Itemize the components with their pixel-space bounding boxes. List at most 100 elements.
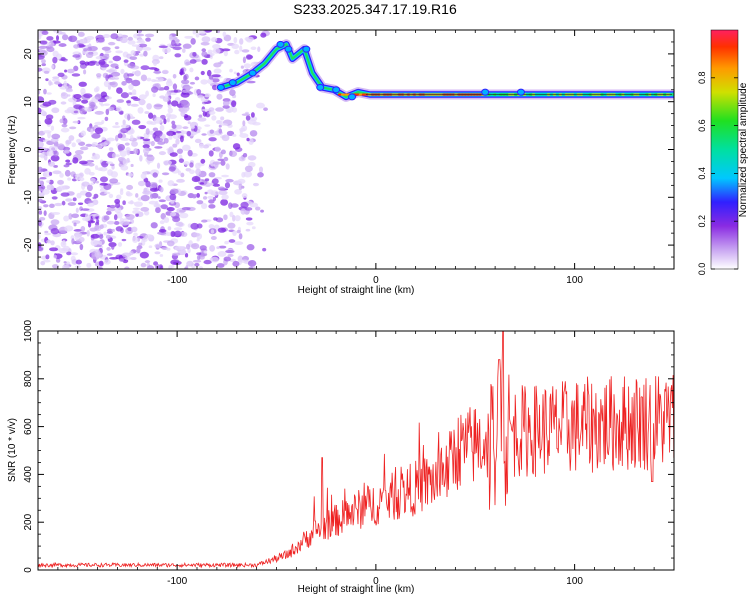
noise-blob <box>241 113 251 116</box>
noise-blob <box>209 53 214 60</box>
noise-blob <box>241 49 250 53</box>
noise-blob <box>210 256 219 263</box>
noise-blob <box>43 204 49 208</box>
noise-blob <box>85 143 93 147</box>
noise-blob <box>111 152 116 159</box>
noise-blob <box>135 213 139 217</box>
noise-blob <box>230 203 239 208</box>
noise-blob <box>119 220 130 226</box>
noise-blob <box>180 107 188 114</box>
noise-blob <box>96 73 102 78</box>
noise-blob <box>117 144 126 151</box>
noise-blob <box>162 47 171 54</box>
noise-blob <box>232 143 241 150</box>
noise-blob <box>87 221 92 228</box>
noise-blob <box>111 244 115 250</box>
snr-y-tick-label: 200 <box>23 513 34 530</box>
noise-blob <box>169 92 177 96</box>
noise-blob <box>182 43 192 49</box>
noise-blob <box>198 266 203 269</box>
noise-blob <box>45 114 54 120</box>
noise-blob <box>201 48 207 53</box>
noise-blob <box>244 207 253 211</box>
colorbar: 0.0 0.2 0.4 0.6 0.8 Normalized spectral ampl… <box>697 29 749 275</box>
spectrogram-x-tick-label: 100 <box>566 275 583 286</box>
noise-blob <box>142 237 148 242</box>
spectrogram-tone-track <box>215 39 674 102</box>
noise-blob <box>94 110 104 115</box>
noise-blob <box>208 75 214 80</box>
noise-blob <box>87 220 96 224</box>
noise-blob <box>241 125 248 132</box>
colorbar-label: Normalized spectral amplitude <box>738 82 749 217</box>
noise-blob <box>148 67 158 70</box>
noise-blob <box>194 262 200 267</box>
noise-blob <box>240 65 244 69</box>
noise-blob <box>194 138 202 144</box>
noise-blob <box>73 229 83 232</box>
noise-blob <box>105 74 109 82</box>
noise-blob <box>174 245 184 251</box>
noise-blob <box>103 215 110 221</box>
noise-blob <box>231 43 240 49</box>
noise-blob <box>83 69 87 75</box>
noise-blob <box>176 148 184 154</box>
noise-blob <box>225 249 235 254</box>
noise-blob <box>42 130 52 134</box>
noise-blob <box>131 79 141 87</box>
noise-blob <box>70 171 76 177</box>
noise-blob <box>88 171 95 176</box>
spectrogram-y-tick-label: 10 <box>23 96 34 108</box>
noise-blob <box>106 246 111 251</box>
noise-blob <box>211 115 217 121</box>
noise-blob <box>244 36 254 42</box>
noise-blob <box>216 246 220 250</box>
noise-blob <box>236 72 240 77</box>
noise-blob <box>117 242 123 247</box>
noise-blob <box>166 232 171 236</box>
noise-blob <box>170 100 179 107</box>
noise-blob <box>242 152 248 158</box>
noise-blob <box>159 220 165 225</box>
noise-blob <box>62 146 71 151</box>
noise-blob <box>117 33 123 38</box>
noise-blob <box>234 189 242 195</box>
noise-blob <box>120 137 130 141</box>
noise-blob <box>173 227 183 231</box>
noise-blob <box>101 46 111 51</box>
noise-blob <box>142 147 150 155</box>
noise-blob <box>74 234 79 241</box>
noise-blob <box>190 38 196 45</box>
noise-blob <box>108 193 114 199</box>
noise-blob <box>106 231 113 234</box>
noise-blob <box>138 43 148 48</box>
noise-blob <box>248 138 254 145</box>
noise-blob <box>234 215 241 222</box>
noise-blob <box>132 207 141 211</box>
noise-blob <box>68 213 73 220</box>
noise-blob <box>152 93 156 98</box>
noise-blob <box>85 200 94 204</box>
noise-blob <box>53 150 59 157</box>
noise-blob <box>233 36 238 44</box>
noise-blob <box>112 125 121 129</box>
noise-blob <box>145 180 151 188</box>
noise-blob <box>158 179 163 183</box>
noise-blob <box>60 56 66 62</box>
noise-blob <box>168 114 177 120</box>
noise-blob <box>158 45 168 49</box>
noise-blob <box>99 63 110 68</box>
noise-blob <box>64 149 70 154</box>
noise-blob <box>102 33 111 39</box>
noise-blob <box>112 55 122 62</box>
noise-blob <box>246 137 250 142</box>
spectrogram-x-label: Height of straight line (km) <box>298 285 415 296</box>
noise-blob <box>208 172 216 178</box>
colorbar-tick-label: 0.4 <box>697 167 707 180</box>
noise-blob <box>183 74 187 81</box>
noise-blob <box>73 110 79 114</box>
noise-blob <box>106 161 113 164</box>
noise-blob <box>103 80 110 88</box>
noise-blob <box>120 68 125 75</box>
